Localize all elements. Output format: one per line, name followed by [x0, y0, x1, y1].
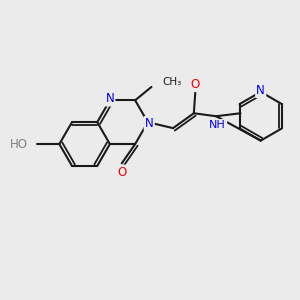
Text: HO: HO	[10, 138, 28, 151]
Text: CH₃: CH₃	[162, 77, 181, 88]
Text: N: N	[145, 117, 154, 130]
Text: N: N	[256, 84, 265, 97]
Text: NH: NH	[209, 120, 226, 130]
Text: O: O	[117, 166, 126, 179]
Text: O: O	[191, 78, 200, 91]
Text: N: N	[106, 92, 114, 105]
